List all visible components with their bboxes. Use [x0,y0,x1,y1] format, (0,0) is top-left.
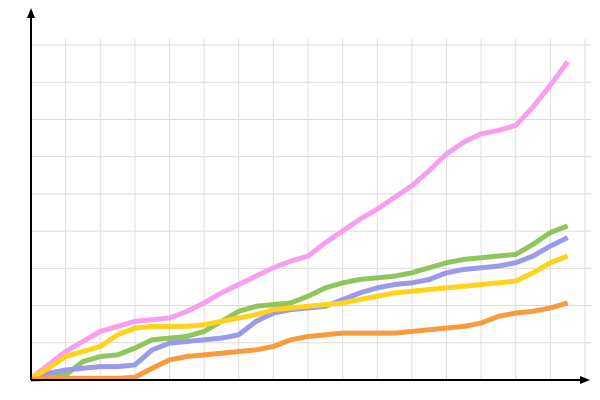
series-path-green [30,223,569,381]
x-axis-arrow-icon [580,376,590,384]
series-lines [29,60,570,382]
axis-lines [27,8,590,384]
series-path-pink [29,60,570,381]
series-path-yellow [29,253,569,381]
series-path-orange [30,300,569,382]
y-axis-arrow-icon [27,8,35,18]
